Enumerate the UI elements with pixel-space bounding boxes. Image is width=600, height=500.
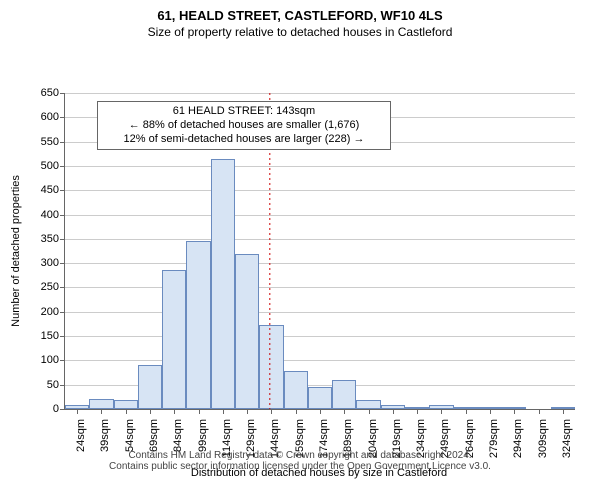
page-title: 61, HEALD STREET, CASTLEFORD, WF10 4LS [0, 0, 600, 23]
x-tick-label: 24sqm [67, 419, 87, 452]
x-tick [539, 409, 540, 414]
histogram-bar [259, 325, 283, 409]
y-tick-label: 650 [41, 87, 65, 99]
histogram-bar [138, 365, 162, 409]
x-tick [150, 409, 151, 414]
footer-line-2: Contains public sector information licen… [0, 461, 600, 472]
y-tick-label: 450 [41, 184, 65, 196]
grid-line [65, 336, 575, 337]
grid-line [65, 215, 575, 216]
grid-line [65, 360, 575, 361]
x-tick [417, 409, 418, 414]
y-tick-label: 350 [41, 233, 65, 245]
x-tick [247, 409, 248, 414]
y-tick-label: 100 [41, 354, 65, 366]
y-tick-label: 250 [41, 281, 65, 293]
x-tick [271, 409, 272, 414]
grid-line [65, 190, 575, 191]
grid-line [65, 312, 575, 313]
x-tick [296, 409, 297, 414]
grid-line [65, 263, 575, 264]
x-tick [199, 409, 200, 414]
x-tick [320, 409, 321, 414]
histogram-bar [89, 399, 113, 409]
x-tick [441, 409, 442, 414]
x-tick [563, 409, 564, 414]
y-axis-label: Number of detached properties [10, 175, 22, 327]
histogram-bar [211, 159, 235, 409]
grid-line [65, 239, 575, 240]
y-tick-label: 600 [41, 111, 65, 123]
footer-line-1: Contains HM Land Registry data © Crown c… [0, 450, 600, 461]
x-tick [514, 409, 515, 414]
y-tick-label: 0 [53, 403, 65, 415]
x-tick-label: 54sqm [116, 419, 136, 452]
x-tick-label: 39sqm [91, 419, 111, 452]
callout-line: ← 88% of detached houses are smaller (1,… [101, 119, 387, 133]
x-tick [174, 409, 175, 414]
x-tick [344, 409, 345, 414]
x-tick-label: 84sqm [164, 419, 184, 452]
x-tick [223, 409, 224, 414]
page-subtitle: Size of property relative to detached ho… [0, 23, 600, 39]
callout-line: 12% of semi-detached houses are larger (… [101, 133, 387, 147]
x-tick [490, 409, 491, 414]
histogram-bar [356, 400, 380, 409]
y-tick-label: 200 [41, 306, 65, 318]
x-tick [466, 409, 467, 414]
x-tick [369, 409, 370, 414]
y-tick-label: 550 [41, 136, 65, 148]
y-tick-label: 50 [47, 379, 65, 391]
x-tick-label: 69sqm [140, 419, 160, 452]
callout-box: 61 HEALD STREET: 143sqm← 88% of detached… [97, 101, 391, 150]
callout-line: 61 HEALD STREET: 143sqm [101, 105, 387, 119]
y-tick-label: 500 [41, 160, 65, 172]
y-tick-label: 400 [41, 209, 65, 221]
histogram-bar [235, 254, 259, 409]
y-tick-label: 300 [41, 257, 65, 269]
grid-line [65, 166, 575, 167]
y-tick-label: 150 [41, 330, 65, 342]
footer: Contains HM Land Registry data © Crown c… [0, 450, 600, 472]
grid-line [65, 93, 575, 94]
x-tick [101, 409, 102, 414]
x-tick [77, 409, 78, 414]
histogram-bar [114, 400, 138, 409]
grid-line [65, 287, 575, 288]
x-tick [393, 409, 394, 414]
x-tick-label: 99sqm [189, 419, 209, 452]
histogram-bar [186, 241, 210, 409]
histogram-bar [308, 387, 332, 409]
histogram-bar [284, 371, 308, 409]
x-tick [126, 409, 127, 414]
histogram-bar [162, 270, 186, 409]
histogram-bar [332, 380, 356, 409]
plot-area: 0501001502002503003504004505005506006502… [64, 93, 575, 410]
